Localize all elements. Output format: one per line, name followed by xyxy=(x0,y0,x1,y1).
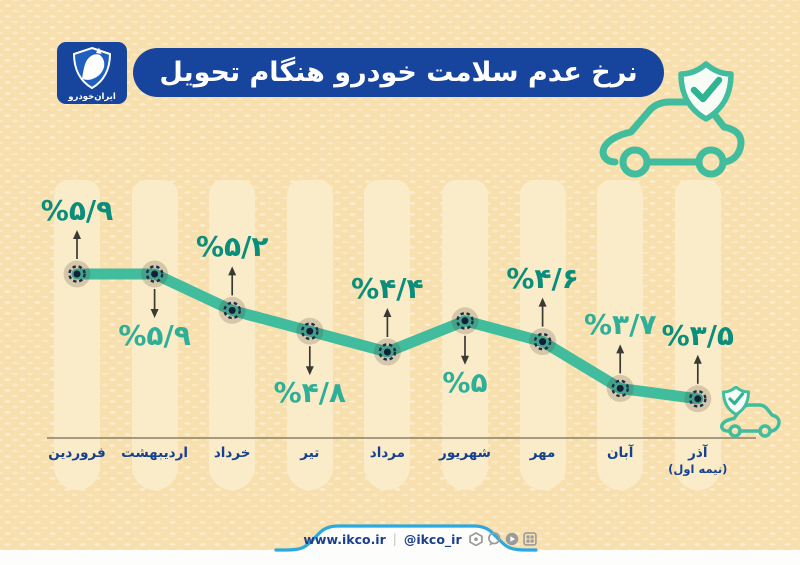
page-title: نرخ عدم سلامت خودرو هنگام تحویل xyxy=(159,57,638,88)
hexagon-icon xyxy=(468,532,483,546)
grid-icon xyxy=(522,532,537,546)
month-label: آبان xyxy=(607,445,634,461)
column-highlight xyxy=(442,180,488,490)
separator: | xyxy=(392,532,397,546)
car-shield-check-icon xyxy=(599,61,745,178)
car-icon xyxy=(599,98,745,178)
value-label: %۵/۲ xyxy=(195,230,269,264)
month-label: شهریور xyxy=(439,445,491,461)
logo-wordmark: ایران‌خودرو xyxy=(67,92,116,102)
shield-check-icon xyxy=(678,61,734,122)
month-label: تیر xyxy=(300,445,320,461)
social-handle: @ikco_ir xyxy=(403,531,462,547)
play-circle-icon xyxy=(505,532,518,546)
month-label: فروردین xyxy=(48,445,106,461)
month-label: مهر xyxy=(529,445,556,461)
footer: www.ikco.ir | @ikco_ir xyxy=(280,530,560,548)
value-label: %۴/۴ xyxy=(351,272,424,305)
ikco-horse-shield-icon: ایران‌خودرو xyxy=(67,46,116,102)
website-url: www.ikco.ir xyxy=(303,531,386,547)
value-label: %۵/۹ xyxy=(118,319,191,352)
shield-check-icon-small xyxy=(722,386,750,416)
footer-wave xyxy=(0,524,800,565)
chat-balloon-icon xyxy=(487,532,500,546)
column-highlight xyxy=(364,180,411,490)
month-label: آذر (نیمه اول) xyxy=(668,445,728,476)
month-label: اردیبهشت xyxy=(121,445,189,461)
column-highlight xyxy=(286,180,333,490)
value-label: %۵ xyxy=(442,365,488,399)
ikco-logo: ایران‌خودرو xyxy=(57,42,127,104)
social-icons xyxy=(468,532,537,546)
value-label: %۴/۶ xyxy=(506,261,579,295)
value-label: %۳/۵ xyxy=(661,318,735,352)
month-label: مرداد xyxy=(369,445,406,461)
title-bar: نرخ عدم سلامت خودرو هنگام تحویل xyxy=(133,48,664,97)
value-label: %۵/۹ xyxy=(40,194,114,227)
axis-line xyxy=(47,437,756,439)
value-label: %۴/۸ xyxy=(273,376,347,410)
delivery-car-check-icon xyxy=(720,386,781,438)
month-label: خرداد xyxy=(213,445,251,461)
